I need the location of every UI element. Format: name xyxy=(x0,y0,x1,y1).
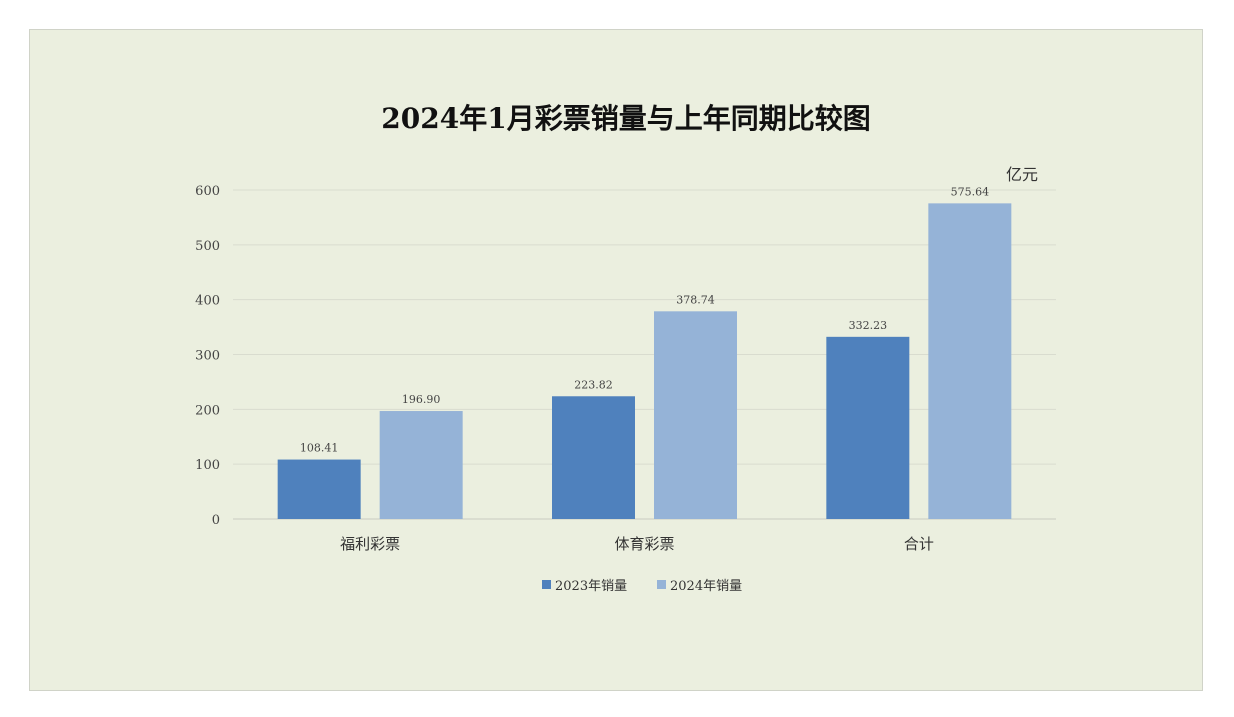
bars xyxy=(277,203,1012,519)
bar xyxy=(928,203,1012,519)
legend: 2023年销量 2024年销量 xyxy=(542,579,742,594)
x-axis-categories: 福利彩票 体育彩票 合计 xyxy=(340,535,934,553)
y-tick-label: 500 xyxy=(195,239,220,254)
x-category-label: 福利彩票 xyxy=(340,535,400,553)
y-axis-ticks: 0 100 200 300 400 500 600 xyxy=(195,184,220,528)
data-label: 223.82 xyxy=(574,378,613,391)
gridlines xyxy=(233,189,1056,520)
chart-frame: 2024年1月彩票销量与上年同期比较图 亿元 0 100 200 300 400 500 6… xyxy=(29,29,1203,691)
x-category-label: 体育彩票 xyxy=(614,535,674,553)
y-unit-label: 亿元 xyxy=(1006,165,1038,184)
y-tick-label: 200 xyxy=(195,403,220,418)
data-label: 332.23 xyxy=(849,319,888,332)
y-tick-label: 300 xyxy=(195,349,220,364)
data-label: 108.41 xyxy=(300,442,339,455)
data-label: 575.64 xyxy=(951,185,990,198)
bar xyxy=(379,411,463,519)
legend-swatch xyxy=(542,580,551,589)
y-tick-label: 400 xyxy=(195,294,220,309)
legend-label: 2023年销量 xyxy=(555,579,627,594)
y-tick-label: 600 xyxy=(195,184,220,199)
x-category-label: 合计 xyxy=(904,535,934,553)
bar-chart: 2024年1月彩票销量与上年同期比较图 亿元 0 100 200 300 400 500 6… xyxy=(195,102,1056,594)
y-tick-label: 0 xyxy=(212,513,220,528)
y-tick-label: 100 xyxy=(195,458,220,473)
legend-swatch xyxy=(657,580,666,589)
legend-label: 2024年销量 xyxy=(670,579,742,594)
bar xyxy=(277,459,361,519)
bar xyxy=(552,396,635,519)
bar xyxy=(654,311,737,519)
bar xyxy=(826,336,910,519)
data-label: 378.74 xyxy=(676,293,715,306)
data-labels: 108.41 196.90 223.82 378.74 332.23 575.64 xyxy=(300,185,989,454)
chart-title: 2024年1月彩票销量与上年同期比较图 xyxy=(381,102,870,135)
data-label: 196.90 xyxy=(402,393,441,406)
